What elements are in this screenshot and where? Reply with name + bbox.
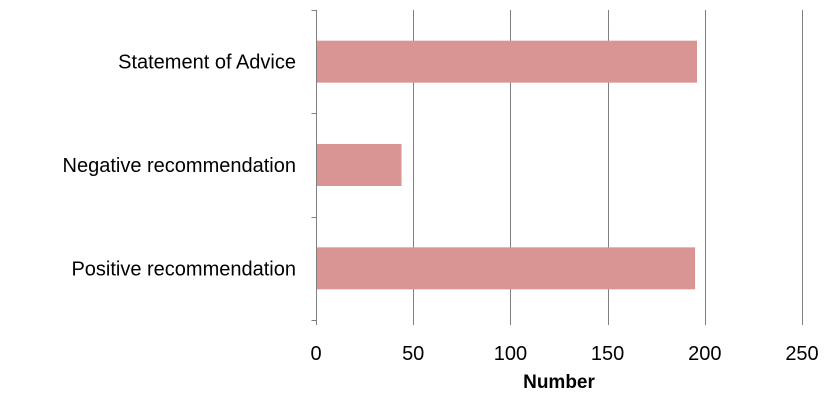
x-tick-label-250: 250 — [785, 343, 818, 365]
x-tick-label-100: 100 — [494, 343, 527, 365]
category-labels: Statement of Advice Negative recommendati… — [63, 52, 296, 281]
bar-negative-recommendation — [317, 144, 402, 186]
tick-labels: 0 50 100 150 200 250 — [310, 343, 818, 365]
category-label-positive-recommendation: Positive recommendation — [71, 258, 296, 280]
bar-statement-of-advice — [317, 40, 698, 83]
category-label-negative-recommendation: Negative recommendation — [63, 155, 296, 177]
x-tick-label-200: 200 — [688, 343, 721, 365]
x-axis-title: Number — [523, 372, 595, 392]
x-tick-label-50: 50 — [402, 343, 424, 365]
bars — [317, 40, 698, 290]
category-label-statement-of-advice: Statement of Advice — [118, 52, 296, 74]
x-tick-label-150: 150 — [591, 343, 624, 365]
axes — [311, 10, 317, 325]
bar-positive-recommendation — [317, 247, 696, 290]
x-tick-label-0: 0 — [310, 343, 321, 365]
